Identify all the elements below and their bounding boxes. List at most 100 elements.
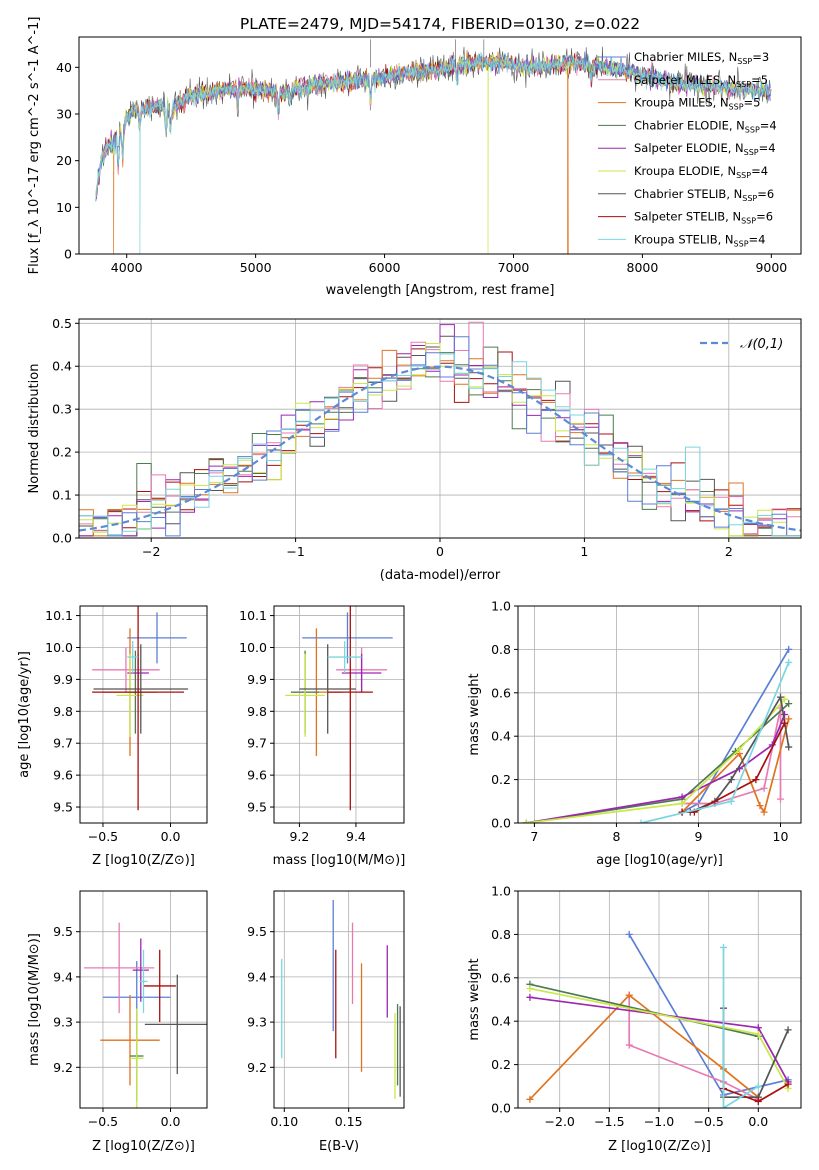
weight-marker bbox=[785, 700, 793, 708]
legend-count: =4 bbox=[751, 164, 768, 178]
x-tick-label: 7 bbox=[530, 829, 538, 844]
y-tick-label: 9.9 bbox=[53, 672, 73, 687]
x-tick-label: 9.4 bbox=[346, 829, 366, 844]
x-tick-label: 0 bbox=[436, 544, 444, 559]
axes-frame bbox=[517, 890, 802, 1109]
plot-area bbox=[285, 606, 393, 811]
x-axis-label: Z [log10(Z/Z⊙)] bbox=[608, 1139, 711, 1154]
legend-entry: Kroupa STELIB, NSSP=4 bbox=[634, 232, 765, 248]
x-tick-label: 10 bbox=[773, 829, 789, 844]
axes-frame bbox=[273, 605, 405, 824]
weight-marker bbox=[776, 795, 784, 803]
weight-marker bbox=[760, 784, 768, 792]
y-tick-label: 20 bbox=[56, 153, 72, 168]
y-tick-label: 9.5 bbox=[247, 924, 267, 939]
legend-subscript: SSP bbox=[737, 57, 752, 66]
panel-age-massweight: 7 8 9 10 0.0 0.2 0.4 0.6 0.8 1.0 age [log10(age/yr… bbox=[467, 599, 802, 868]
weight-marker bbox=[785, 658, 793, 666]
x-tick-label: −1 bbox=[286, 544, 304, 559]
x-tick-label: −1.5 bbox=[594, 1114, 624, 1129]
legend-subscript: SSP bbox=[741, 217, 756, 226]
legend-count: =5 bbox=[744, 96, 761, 110]
weight-marker bbox=[784, 1080, 792, 1088]
y-axis-label: mass weight bbox=[467, 958, 482, 1040]
x-tick-label: 0.10 bbox=[270, 1114, 298, 1129]
x-axis-label: mass [log10(M/M⊙)] bbox=[273, 853, 406, 868]
panel-EBV-mass: 0.10 0.15 9.2 9.3 9.4 9.5 E(B-V) bbox=[247, 890, 405, 1154]
axes-frame bbox=[273, 890, 405, 1109]
y-tick-label: 9.9 bbox=[247, 672, 267, 687]
y-tick-label: 10.0 bbox=[45, 640, 73, 655]
weight-marker bbox=[754, 1082, 762, 1090]
plot-area bbox=[95, 39, 772, 254]
weight-marker bbox=[727, 776, 735, 784]
weight-marker bbox=[720, 943, 728, 951]
weight-line bbox=[529, 983, 759, 1038]
axes-frame bbox=[517, 605, 802, 824]
histogram-series bbox=[79, 353, 801, 537]
x-tick-label: 0.0 bbox=[161, 829, 181, 844]
x-tick-label: −1.0 bbox=[644, 1114, 674, 1129]
y-tick-label: 0.2 bbox=[52, 445, 72, 460]
weight-marker bbox=[781, 695, 789, 703]
panel-mass-age: 9.2 9.4 9.5 9.6 9.7 9.8 9.9 10.0 10.1 mass [log10… bbox=[239, 605, 406, 868]
y-tick-label: 0.0 bbox=[52, 531, 72, 546]
weight-marker bbox=[754, 1097, 762, 1105]
y-tick-label: 10.0 bbox=[239, 640, 267, 655]
y-tick-label: 9.6 bbox=[53, 768, 73, 783]
weight-marker bbox=[754, 1030, 762, 1038]
y-tick-label: 0.8 bbox=[491, 642, 511, 657]
legend-subscript: SSP bbox=[736, 80, 751, 89]
y-tick-label: 1.0 bbox=[491, 884, 511, 899]
legend-subscript: SSP bbox=[742, 194, 757, 203]
weight-marker bbox=[625, 991, 633, 999]
y-tick-label: 10.1 bbox=[239, 608, 267, 623]
weight-marker bbox=[754, 1024, 762, 1032]
y-tick-label: 0.0 bbox=[491, 816, 511, 831]
weight-marker bbox=[625, 930, 633, 938]
x-tick-label: 4000 bbox=[111, 260, 143, 275]
x-axis-label: (data-model)/error bbox=[380, 568, 501, 583]
x-tick-label: 9 bbox=[694, 829, 702, 844]
legend-subscript: SSP bbox=[734, 239, 749, 248]
legend-count: =5 bbox=[751, 73, 768, 87]
weight-line bbox=[526, 702, 790, 823]
x-tick-label: 0.15 bbox=[335, 1114, 363, 1129]
x-axis-label: E(B-V) bbox=[319, 1139, 359, 1154]
y-tick-label: 0.4 bbox=[491, 729, 511, 744]
x-tick-label: 7000 bbox=[498, 260, 530, 275]
legend-entry: Salpeter MILES, NSSP=5 bbox=[634, 73, 768, 89]
legend-count: =6 bbox=[757, 187, 774, 201]
y-axis-label: age [log10(age/yr)] bbox=[17, 651, 32, 778]
x-axis-label: Z [log10(Z/Z⊙)] bbox=[92, 853, 195, 868]
y-tick-label: 9.3 bbox=[247, 1015, 267, 1030]
weight-marker bbox=[526, 1095, 534, 1103]
x-tick-label: −2 bbox=[142, 544, 160, 559]
legend-subscript: SSP bbox=[744, 148, 759, 157]
y-tick-label: 9.8 bbox=[247, 704, 267, 719]
weight-line bbox=[529, 994, 759, 1100]
spectrum-line bbox=[95, 51, 770, 254]
plot-area bbox=[92, 606, 189, 811]
weight-line bbox=[526, 698, 786, 823]
weight-marker bbox=[526, 993, 534, 1001]
weight-marker bbox=[735, 745, 743, 753]
weight-marker bbox=[526, 985, 534, 993]
legend-count: =4 bbox=[749, 232, 766, 246]
weight-marker bbox=[785, 715, 793, 723]
x-tick-label: 1 bbox=[580, 544, 588, 559]
x-tick-label: 5000 bbox=[240, 260, 272, 275]
legend-entry: Salpeter STELIB, NSSP=6 bbox=[634, 210, 773, 226]
weight-marker bbox=[785, 743, 793, 751]
weight-line bbox=[722, 947, 759, 1108]
y-tick-label: 9.6 bbox=[247, 768, 267, 783]
legend-entry: Kroupa MILES, NSSP=5 bbox=[634, 96, 760, 112]
y-tick-label: 40 bbox=[56, 60, 72, 75]
weight-marker bbox=[781, 719, 789, 727]
legend-entry: 𝒩(0,1) bbox=[740, 337, 783, 352]
weight-marker bbox=[727, 797, 735, 805]
weight-marker bbox=[785, 645, 793, 653]
panel-Z-massweight: −2.0 −1.5 −1.0 −0.5 0.0 0.0 0.2 0.4 0.6 0.8 1.0 Z [… bbox=[467, 884, 802, 1154]
weight-marker bbox=[784, 1026, 792, 1034]
